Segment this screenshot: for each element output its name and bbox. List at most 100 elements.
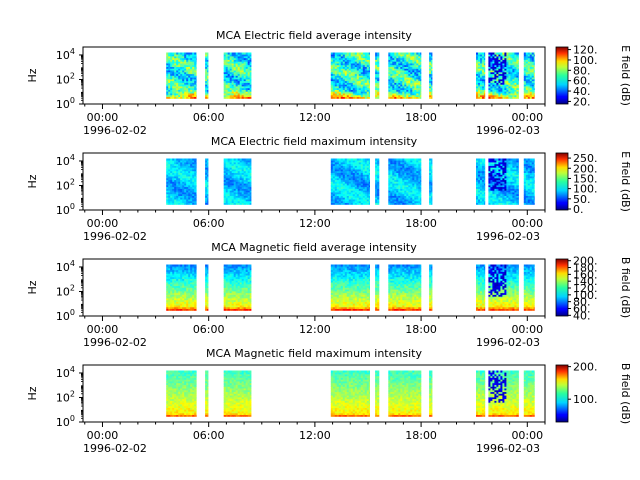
- spectrogram-cell: [410, 52, 413, 55]
- spectrogram-cell: [344, 52, 348, 55]
- spectrogram-cell: [178, 174, 181, 177]
- spectrogram-cell: [178, 79, 181, 82]
- spectrogram-cell: [416, 200, 419, 203]
- spectrogram-cell: [412, 59, 415, 62]
- spectrogram-cell: [182, 162, 185, 165]
- spectrogram-cell: [235, 72, 238, 75]
- spectrogram-cell: [350, 72, 354, 75]
- spectrogram-cell: [330, 77, 334, 80]
- spectrogram-cell: [364, 192, 368, 195]
- spectrogram-cell: [408, 64, 411, 67]
- spectrogram-cell: [512, 87, 515, 90]
- spectrogram-cell: [368, 66, 370, 69]
- spectrogram-cell: [348, 202, 352, 205]
- spectrogram-cell: [506, 167, 509, 170]
- spectrogram-cell: [488, 91, 491, 94]
- spectrogram-cell: [342, 200, 346, 203]
- spectrogram-cell: [174, 91, 177, 94]
- spectrogram-cell: [496, 181, 499, 184]
- spectrogram-cell: [482, 54, 485, 57]
- spectrogram-cell: [431, 202, 433, 205]
- spectrogram-cell: [182, 94, 185, 97]
- spectrogram-cell: [482, 190, 485, 193]
- spectrogram-cell: [231, 68, 234, 71]
- spectrogram-cell: [418, 190, 421, 193]
- spectrogram-cell: [239, 79, 242, 82]
- spectrogram-cell: [516, 64, 519, 67]
- spectrogram-cell: [476, 91, 479, 94]
- spectrogram-cell: [368, 93, 370, 96]
- spectrogram-cell: [166, 80, 169, 83]
- spectrogram-cell: [508, 54, 511, 57]
- spectrogram-cell: [510, 80, 513, 83]
- spectrogram-cell: [416, 169, 419, 172]
- spectrogram-cell: [352, 61, 356, 64]
- spectrogram-cell: [192, 82, 195, 85]
- spectrogram-cell: [168, 68, 171, 71]
- spectrogram-cell: [394, 70, 397, 73]
- spectrogram-cell: [368, 57, 370, 60]
- spectrogram-cell: [504, 158, 507, 161]
- spectrogram-cell: [529, 96, 533, 99]
- spectrogram-cell: [235, 56, 238, 59]
- spectrogram-cell: [194, 185, 197, 188]
- spectrogram-cell: [340, 169, 344, 172]
- spectrogram-cell: [418, 96, 421, 99]
- spectrogram-cell: [504, 179, 507, 182]
- spectrogram-cell: [398, 75, 401, 78]
- spectrogram-cell: [488, 169, 491, 172]
- spectrogram-cell: [396, 195, 399, 198]
- spectrogram-cell: [350, 59, 354, 62]
- spectrogram-cell: [233, 73, 236, 76]
- spectrogram-cell: [340, 59, 344, 62]
- spectrogram-cell: [533, 93, 535, 96]
- spectrogram-cell: [420, 64, 422, 67]
- spectrogram-cell: [350, 160, 354, 163]
- spectrogram-cell: [174, 68, 177, 71]
- spectrogram-cell: [223, 61, 226, 64]
- spectrogram-cell: [510, 59, 513, 62]
- spectrogram-cell: [416, 63, 419, 66]
- spectrogram-cell: [205, 181, 208, 184]
- spectrogram-cell: [506, 80, 509, 83]
- spectrogram-cell: [344, 82, 348, 85]
- spectrogram-cell: [394, 54, 397, 57]
- spectrogram-cell: [233, 192, 236, 195]
- spectrogram-cell: [418, 77, 421, 80]
- spectrogram-cell: [506, 93, 509, 96]
- spectrogram-cell: [375, 68, 378, 71]
- spectrogram-cell: [364, 56, 368, 59]
- spectrogram-cell: [429, 158, 432, 161]
- spectrogram-cell: [400, 63, 403, 66]
- spectrogram-cell: [178, 178, 181, 181]
- spectrogram-cell: [375, 190, 378, 193]
- spectrogram-cell: [174, 73, 177, 76]
- spectrogram-cell: [235, 79, 238, 82]
- spectrogram-cell: [342, 84, 346, 87]
- spectrogram-cell: [527, 94, 531, 97]
- spectrogram-cell: [168, 57, 171, 60]
- spectrogram-cell: [352, 52, 356, 55]
- spectrogram-cell: [346, 86, 350, 89]
- spectrogram-cell: [476, 64, 479, 67]
- spectrogram-cell: [342, 82, 346, 85]
- spectrogram-cell: [364, 70, 368, 73]
- spectrogram-cell: [194, 72, 197, 75]
- spectrogram-cell: [245, 66, 248, 69]
- spectrogram-cell: [336, 188, 340, 191]
- spectrogram-cell: [480, 63, 483, 66]
- spectrogram-cell: [488, 190, 491, 193]
- spectrogram-cell: [498, 94, 501, 97]
- spectrogram-cell: [338, 57, 342, 60]
- spectrogram-cell: [247, 197, 250, 200]
- spectrogram-cell: [482, 179, 485, 182]
- spectrogram-cell: [233, 75, 236, 78]
- spectrogram-cell: [410, 197, 413, 200]
- spectrogram-cell: [174, 172, 177, 175]
- spectrogram-cell: [360, 75, 364, 78]
- spectrogram-cell: [245, 195, 248, 198]
- spectrogram-cell: [416, 57, 419, 60]
- spectrogram-cell: [176, 190, 179, 193]
- spectrogram-cell: [342, 197, 346, 200]
- spectrogram-cell: [168, 86, 171, 89]
